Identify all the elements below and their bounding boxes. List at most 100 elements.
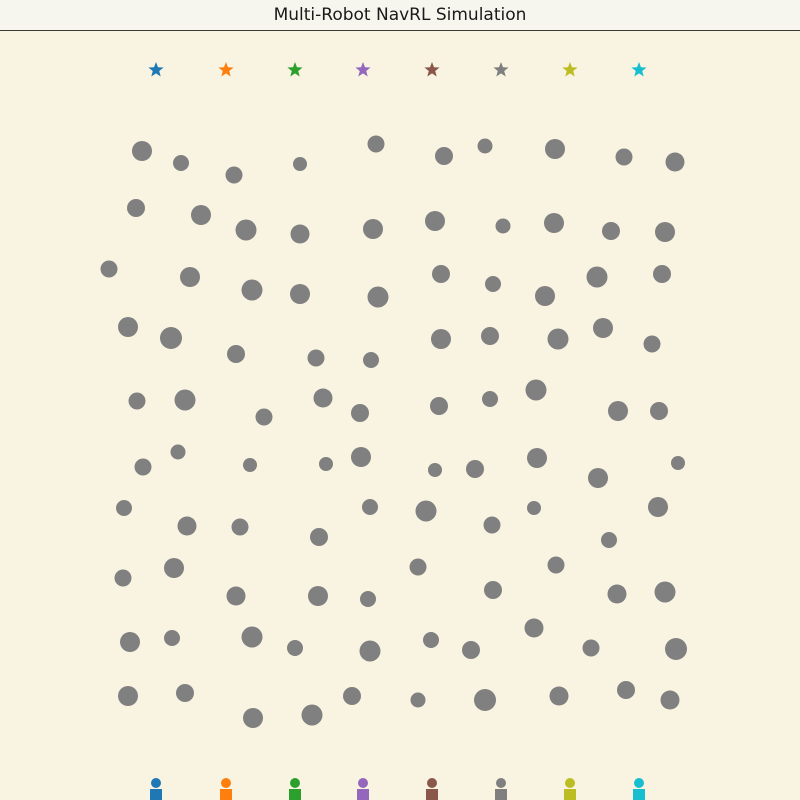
robot-group [150,778,645,800]
obstacle-circle-icon [367,286,389,308]
obstacle-circle-icon [474,689,496,711]
obstacle-circle-icon [410,692,426,708]
obstacle-circle-icon [653,265,671,283]
obstacle-circle-icon [290,284,310,304]
obstacle-circle-icon [118,686,138,706]
obstacle-circle-icon [607,584,627,604]
obstacle-circle-icon [310,528,328,546]
obstacle-circle-icon [351,404,369,422]
obstacle-field [100,135,687,728]
obstacle-circle-icon [643,335,661,353]
simulation-arena [100,62,687,800]
obstacle-circle-icon [495,218,511,234]
goal-markers [148,62,647,77]
obstacle-circle-icon [655,222,675,242]
obstacle-circle-icon [128,392,146,410]
obstacle-circle-icon [293,157,307,171]
goal-star-icon [631,62,647,77]
obstacle-circle-icon [243,458,257,472]
obstacle-circle-icon [477,138,493,154]
obstacle-circle-icon [173,155,189,171]
obstacle-circle-icon [544,213,564,233]
obstacle-circle-icon [180,267,200,287]
obstacle-circle-icon [483,516,501,534]
obstacle-circle-icon [665,152,685,172]
obstacle-circle-icon [351,447,371,467]
obstacle-circle-icon [255,408,273,426]
obstacle-circle-icon [430,397,448,415]
obstacle-circle-icon [665,638,687,660]
obstacle-circle-icon [466,460,484,478]
obstacle-circle-icon [409,558,427,576]
obstacle-circle-icon [648,497,668,517]
obstacle-circle-icon [527,501,541,515]
obstacle-circle-icon [241,626,263,648]
robot-icon [357,778,369,800]
obstacle-circle-icon [225,166,243,184]
obstacle-circle-icon [524,618,544,638]
obstacle-circle-icon [423,632,439,648]
obstacle-circle-icon [235,219,257,241]
obstacle-circle-icon [343,687,361,705]
obstacle-circle-icon [547,328,569,350]
goal-star-icon [424,62,440,77]
robot-icon [220,778,232,800]
obstacle-circle-icon [191,205,211,225]
obstacle-circle-icon [485,276,501,292]
obstacle-circle-icon [363,219,383,239]
obstacle-circle-icon [313,388,333,408]
window-title: Multi-Robot NavRL Simulation [0,0,800,31]
obstacle-circle-icon [545,139,565,159]
obstacle-circle-icon [601,532,617,548]
obstacle-circle-icon [127,199,145,217]
obstacle-circle-icon [482,391,498,407]
obstacle-circle-icon [243,708,263,728]
obstacle-circle-icon [367,135,385,153]
goal-star-icon [355,62,371,77]
obstacle-circle-icon [484,581,502,599]
robot-icon [633,778,645,800]
robot-icon [426,778,438,800]
obstacle-circle-icon [527,448,547,468]
obstacle-circle-icon [415,500,437,522]
obstacle-circle-icon [287,640,303,656]
obstacle-circle-icon [307,349,325,367]
obstacle-circle-icon [164,558,184,578]
obstacle-circle-icon [170,444,186,460]
obstacle-circle-icon [319,457,333,471]
obstacle-circle-icon [432,265,450,283]
obstacle-circle-icon [582,639,600,657]
obstacle-circle-icon [290,224,310,244]
obstacle-circle-icon [481,327,499,345]
obstacle-circle-icon [231,518,249,536]
obstacle-circle-icon [654,581,676,603]
obstacle-circle-icon [650,402,668,420]
obstacle-circle-icon [308,586,328,606]
obstacle-circle-icon [114,569,132,587]
obstacle-circle-icon [535,286,555,306]
robot-icon [564,778,576,800]
obstacle-circle-icon [160,327,182,349]
obstacle-circle-icon [525,379,547,401]
obstacle-circle-icon [301,704,323,726]
obstacle-circle-icon [615,148,633,166]
obstacle-circle-icon [134,458,152,476]
obstacle-circle-icon [176,684,194,702]
obstacle-circle-icon [359,640,381,662]
robot-icon [289,778,301,800]
obstacle-circle-icon [363,352,379,368]
obstacle-circle-icon [431,329,451,349]
robot-icon [150,778,162,800]
goal-star-icon [287,62,303,77]
obstacle-circle-icon [549,686,569,706]
obstacle-circle-icon [462,641,480,659]
goal-star-icon [562,62,578,77]
obstacle-circle-icon [362,499,378,515]
obstacle-circle-icon [227,345,245,363]
obstacle-circle-icon [588,468,608,488]
obstacle-circle-icon [425,211,445,231]
obstacle-circle-icon [608,401,628,421]
goal-star-icon [218,62,234,77]
obstacle-circle-icon [593,318,613,338]
obstacle-circle-icon [360,591,376,607]
